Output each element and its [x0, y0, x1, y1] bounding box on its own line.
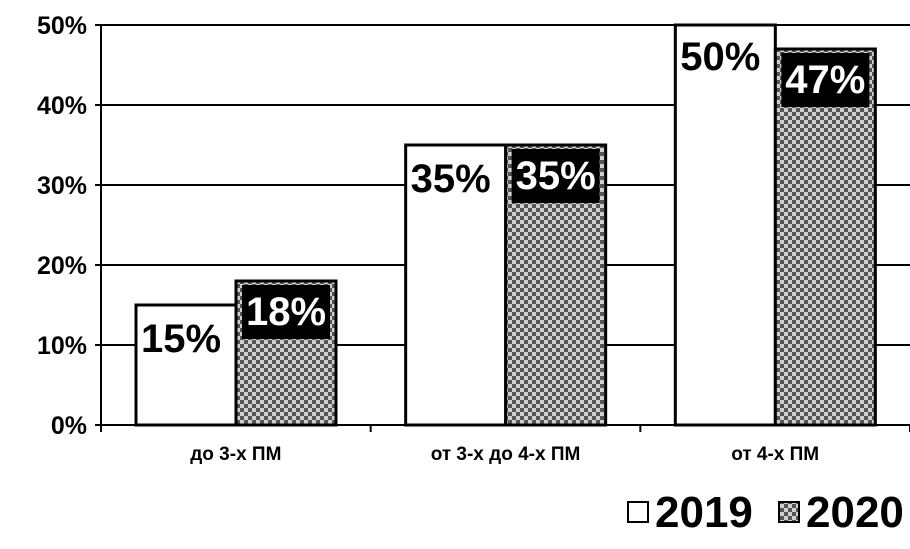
data-label: 18%	[246, 290, 326, 334]
y-tick-label: 10%	[37, 332, 87, 360]
y-tick-label: 40%	[37, 92, 87, 120]
data-label-box	[242, 285, 330, 339]
data-labels: 15% 18% 35% 35% 50% 47%	[141, 35, 870, 361]
data-label: 47%	[785, 58, 865, 102]
x-category-label: до 3-х ПМ	[190, 444, 281, 465]
legend-label: 2020	[806, 488, 904, 537]
y-axis: 0% 10% 20% 30% 40% 50%	[37, 12, 102, 440]
x-axis: до 3-х ПМ от 3-х до 4-х ПМ от 4-х ПМ	[100, 424, 910, 465]
legend-swatch-2019	[627, 501, 649, 523]
x-category-label: от 3-х до 4-х ПМ	[431, 444, 581, 465]
data-label: 15%	[141, 317, 221, 361]
data-label: 35%	[411, 157, 491, 201]
legend: 2019 2020	[627, 488, 904, 537]
y-tick-label: 0%	[51, 412, 87, 440]
data-label: 50%	[680, 35, 760, 79]
data-label-box	[511, 149, 600, 203]
data-label: 35%	[516, 154, 596, 198]
bar-2019-1	[134, 303, 238, 427]
y-tick-label: 20%	[37, 252, 87, 280]
bar-2019-3	[673, 23, 777, 427]
x-category-label: от 4-х ПМ	[731, 444, 819, 465]
y-tick-label: 50%	[37, 12, 87, 40]
legend-label: 2019	[655, 488, 753, 537]
data-label-box	[781, 53, 870, 107]
y-tick-label: 30%	[37, 172, 87, 200]
legend-swatch-2020	[778, 501, 800, 523]
bars	[134, 23, 877, 427]
